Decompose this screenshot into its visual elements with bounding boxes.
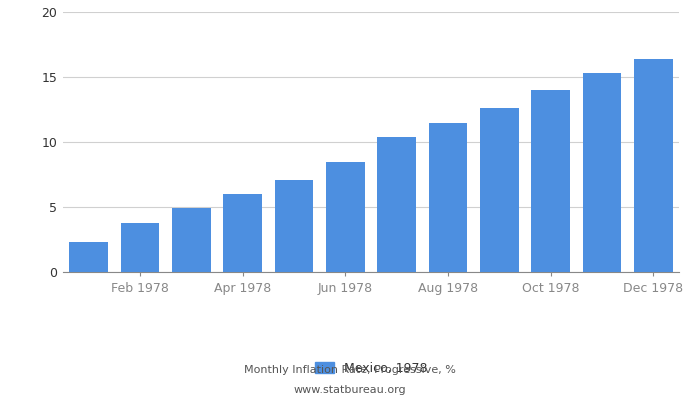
Text: Monthly Inflation Rate, Progressive, %: Monthly Inflation Rate, Progressive, %: [244, 365, 456, 375]
Bar: [326, 162, 365, 272]
Bar: [69, 242, 108, 272]
Bar: [531, 90, 570, 272]
Bar: [480, 108, 519, 272]
Bar: [634, 59, 673, 272]
Bar: [120, 222, 160, 272]
Bar: [274, 180, 314, 272]
Bar: [223, 194, 262, 272]
Bar: [172, 208, 211, 272]
Bar: [428, 122, 468, 272]
Legend: Mexico, 1978: Mexico, 1978: [315, 362, 427, 375]
Bar: [377, 137, 416, 272]
Text: www.statbureau.org: www.statbureau.org: [294, 385, 406, 395]
Bar: [582, 73, 622, 272]
